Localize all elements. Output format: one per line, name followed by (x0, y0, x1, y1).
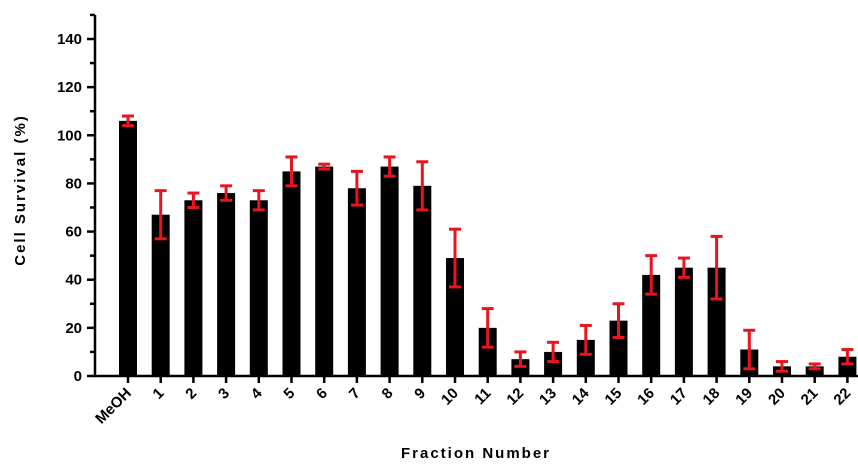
bar (642, 274, 661, 376)
y-axis-title: Cell Survival (%) (12, 114, 29, 266)
bar (151, 214, 170, 376)
error-bar (481, 307, 494, 349)
x-tick-label: 20 (765, 385, 789, 409)
y-tick-label: 20 (65, 320, 82, 337)
axes-layer (93, 15, 858, 378)
error-bar (645, 254, 658, 296)
x-tick-label: 19 (732, 385, 756, 409)
x-tick-label: 12 (503, 385, 527, 409)
error-bar (350, 169, 363, 207)
y-tick-label: 80 (65, 175, 82, 192)
bar (315, 166, 334, 376)
bar (576, 339, 595, 376)
x-tick-label: 6 (313, 385, 331, 403)
bar (380, 166, 399, 376)
x-tick-label: 5 (280, 385, 298, 403)
error-bar (743, 328, 756, 371)
bar (544, 351, 563, 376)
bar (282, 171, 301, 376)
x-tick-label: 8 (379, 385, 397, 403)
error-bar (416, 160, 429, 212)
error-bar (514, 350, 527, 368)
bar (249, 200, 268, 376)
x-ticks: MeOH 1 2 3 4 5 6 7 8 9 10 11 12 13 14 15 16 17 18 19 20 21 22 (92, 376, 854, 427)
y-tick-label: 120 (57, 79, 82, 96)
y-tick-label: 40 (65, 272, 82, 289)
x-tick-label: 9 (411, 385, 429, 403)
bar (217, 193, 236, 376)
bar (838, 356, 857, 376)
y-tick-label: 0 (74, 368, 82, 385)
error-bar (318, 162, 331, 171)
error-bar (547, 340, 560, 364)
x-tick-label: 11 (471, 385, 494, 408)
error-bar (710, 234, 723, 301)
y-tick-label: 100 (57, 127, 82, 144)
bar (674, 267, 693, 376)
bar (119, 120, 137, 376)
error-bars-layer (122, 114, 854, 373)
y-ticks: 0 20 40 60 80 100 120 140 (57, 13, 95, 385)
x-tick-label: 2 (182, 385, 200, 403)
x-tick-label: 1 (150, 385, 168, 403)
error-bar (841, 348, 854, 366)
bar (347, 188, 366, 376)
x-tick-label: 14 (569, 384, 593, 408)
x-tick-label: 18 (700, 385, 724, 409)
x-tick-label: 3 (215, 385, 233, 403)
error-bar (187, 191, 200, 209)
bar (184, 200, 203, 376)
x-tick-label: 16 (634, 385, 658, 409)
x-tick-label: 10 (438, 385, 462, 409)
bar (707, 267, 726, 376)
error-bar (154, 189, 167, 241)
y-tick-label: 140 (57, 31, 82, 48)
bar (413, 185, 432, 376)
error-bar (808, 362, 821, 371)
bar (609, 320, 628, 376)
error-bar (612, 302, 625, 339)
error-bar (285, 155, 298, 188)
x-tick-label: 7 (346, 385, 364, 403)
error-bar (122, 114, 134, 128)
x-tick-label: 15 (602, 385, 626, 409)
error-bar (252, 189, 265, 212)
error-bar (776, 360, 788, 373)
x-tick-label: MeOH (92, 385, 135, 428)
x-tick-label: 4 (248, 384, 266, 402)
bar (805, 366, 824, 376)
error-bar (383, 155, 396, 178)
x-tick-label: 17 (667, 385, 691, 409)
x-tick-label: 21 (798, 385, 822, 409)
x-tick-label: 13 (536, 385, 560, 409)
bar (478, 327, 497, 376)
error-bar (677, 256, 690, 279)
error-bar (220, 184, 233, 202)
error-bar (449, 227, 461, 289)
x-tick-label: 22 (830, 385, 854, 409)
y-tick-label: 60 (65, 224, 82, 241)
x-axis-title: Fraction Number (401, 445, 551, 462)
error-bar (579, 323, 592, 356)
